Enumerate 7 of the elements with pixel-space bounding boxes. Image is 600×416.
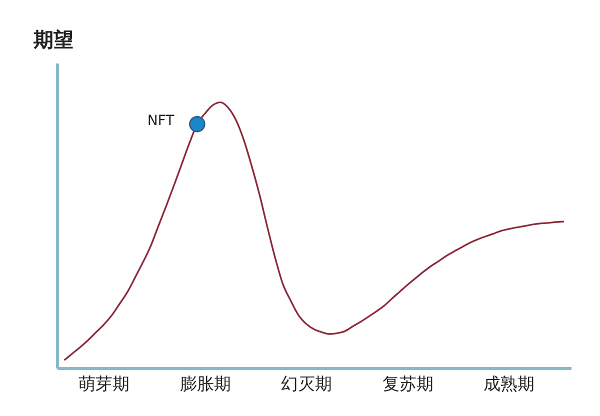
x-tick-label: 幻灭期 [281,374,332,394]
x-tick-label: 膨胀期 [180,374,231,394]
x-tick-label: 复苏期 [382,374,434,394]
series-label: NFT [147,113,175,130]
x-tick-label: 萌芽期 [78,374,130,394]
x-tick-label: 成熟期 [484,374,535,394]
y-axis-title: 期望 [32,28,74,52]
